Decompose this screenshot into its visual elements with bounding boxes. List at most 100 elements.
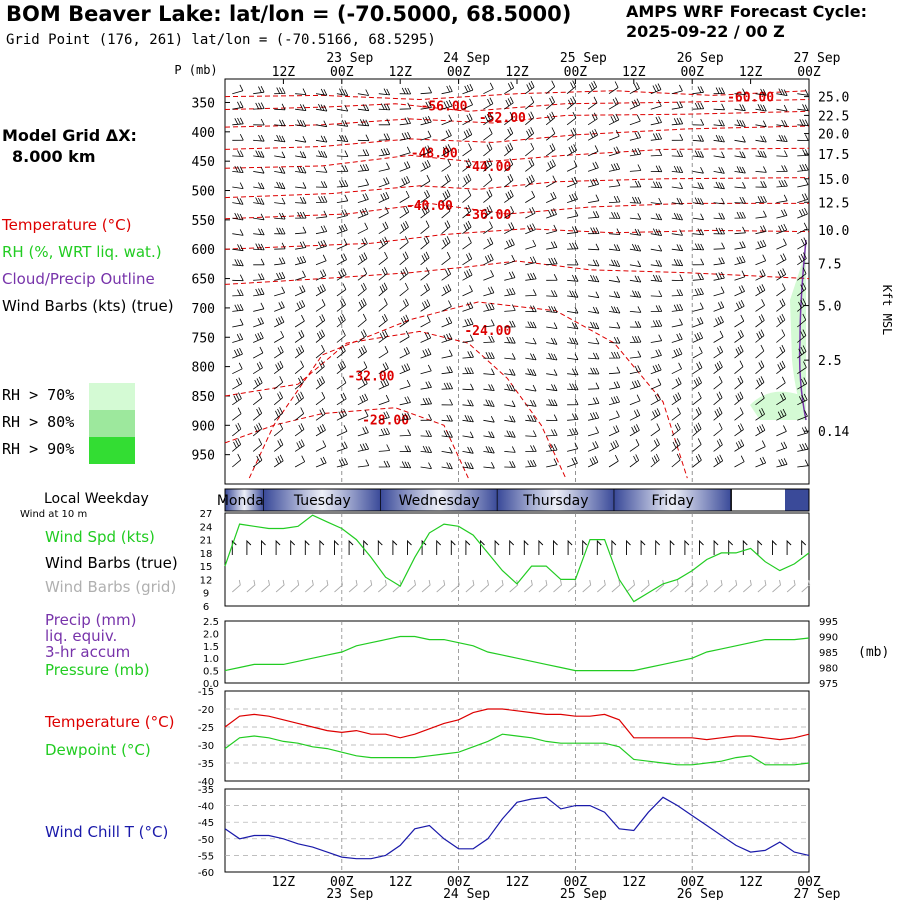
pressure-tick-label: 950 xyxy=(192,449,215,464)
wind-barb xyxy=(462,143,472,157)
wind-barb xyxy=(650,349,662,359)
grid-wind-barb xyxy=(626,579,635,593)
precip-tick-label: 0.0 xyxy=(203,679,219,690)
wind-barb xyxy=(253,302,265,312)
wind-barb xyxy=(608,244,621,251)
wind-barb xyxy=(336,150,349,157)
wind-speed-label: Wind Spd (kts) xyxy=(45,528,155,546)
wind-barb xyxy=(546,414,558,421)
top-date-label: 23 Sep xyxy=(326,51,373,66)
wind-barb xyxy=(378,282,388,297)
wind-barb xyxy=(525,321,537,329)
wind-barb xyxy=(357,89,370,96)
wind-barb xyxy=(525,399,537,407)
wind-barb xyxy=(629,180,642,188)
pressure-tick-label: 800 xyxy=(192,361,215,376)
wind-barb xyxy=(378,378,390,390)
wind-barb xyxy=(588,411,600,421)
wind-barb xyxy=(336,458,348,468)
top-date-label: 25 Sep xyxy=(560,51,607,66)
wind-speed-tick-label: 15 xyxy=(200,562,213,573)
wind-barb xyxy=(734,241,746,250)
wind-barb xyxy=(232,101,244,110)
wind-barb xyxy=(755,181,767,188)
wind-barb xyxy=(734,439,745,452)
wind-barb xyxy=(253,118,265,126)
grid-wind-barb xyxy=(640,579,650,593)
pressure-line xyxy=(224,635,810,672)
wind-barb xyxy=(420,251,430,266)
surface-wind-barb xyxy=(553,539,558,555)
wind-barb xyxy=(713,197,725,205)
surface-wind-barb xyxy=(421,539,427,555)
wind-barb xyxy=(357,410,369,421)
wind-barb xyxy=(650,334,663,343)
wind-barb xyxy=(567,226,579,235)
wind-barb xyxy=(692,118,705,126)
wind-barb xyxy=(608,162,621,172)
wind-barb xyxy=(650,197,663,205)
surface-wind-barb xyxy=(465,539,471,555)
height-tick-label: 17.5 xyxy=(818,148,849,163)
wind-barb xyxy=(232,212,244,221)
temperature-contour xyxy=(224,90,810,101)
wind-barb xyxy=(776,88,788,96)
wind-barb xyxy=(357,393,369,406)
wind-barb xyxy=(734,166,746,174)
wind-barb xyxy=(671,422,681,437)
precip-tick-label: 1.0 xyxy=(203,654,219,665)
wind-barb xyxy=(504,446,516,453)
wind-barb xyxy=(399,412,411,421)
wind-barb xyxy=(755,195,767,203)
wind-barb xyxy=(232,274,244,282)
wind-chill-label: Wind Chill T (°C) xyxy=(45,823,169,841)
wind-barb xyxy=(776,104,788,112)
wind-barb xyxy=(629,275,642,283)
wind-barb xyxy=(776,329,786,343)
wind-barb xyxy=(399,298,409,312)
height-tick-label: 15.0 xyxy=(818,173,849,188)
wind-barb xyxy=(525,272,537,281)
wind-barb xyxy=(734,345,744,359)
bottom-time-tick-label: 12Z xyxy=(505,875,529,890)
surface-wind-barb xyxy=(538,539,544,555)
wind-barb xyxy=(734,375,744,390)
wind-barb xyxy=(525,142,535,157)
wind-barb xyxy=(797,163,809,172)
wind-barb xyxy=(567,209,579,219)
wind-barb xyxy=(504,320,516,328)
wind-barb xyxy=(545,159,556,172)
top-time-tick-label: 00Z xyxy=(797,65,821,80)
wind-barb xyxy=(567,442,579,452)
wind-barb xyxy=(483,286,495,297)
wind-barb xyxy=(776,165,788,172)
wind-barb xyxy=(713,286,725,297)
wind-barb xyxy=(671,318,683,328)
wind-barb xyxy=(797,298,807,312)
wind-barb xyxy=(545,111,556,126)
wind-barb xyxy=(608,179,621,188)
wind-barb xyxy=(504,158,514,172)
bottom-date-label: 27 Sep xyxy=(794,887,841,900)
forecast-cycle-value: 2025-09-22 / 00 Z xyxy=(626,22,785,41)
wind-barb xyxy=(504,353,516,360)
wind-barb xyxy=(315,210,328,219)
weekday-label: Thursday xyxy=(522,493,588,509)
wind-barb xyxy=(462,351,474,359)
wind-barb xyxy=(755,314,765,328)
wind-barb xyxy=(734,407,744,421)
wind-barb xyxy=(336,360,346,375)
model-grid-label: Model Grid ΔX: xyxy=(2,126,137,145)
wind-barb xyxy=(546,224,558,235)
wind-barb xyxy=(608,97,619,110)
wind-barb xyxy=(650,453,660,468)
temperature-line xyxy=(224,708,810,741)
wind-barb xyxy=(734,119,746,127)
wind-barb xyxy=(336,194,349,203)
grid-wind-barb xyxy=(538,579,548,593)
grid-wind-barb xyxy=(334,579,343,593)
wind-barb xyxy=(399,461,412,469)
grid-wind-barb xyxy=(421,579,431,593)
temperature-contour-label: -40.00 xyxy=(406,199,453,214)
grid-wind-barb xyxy=(275,579,285,593)
